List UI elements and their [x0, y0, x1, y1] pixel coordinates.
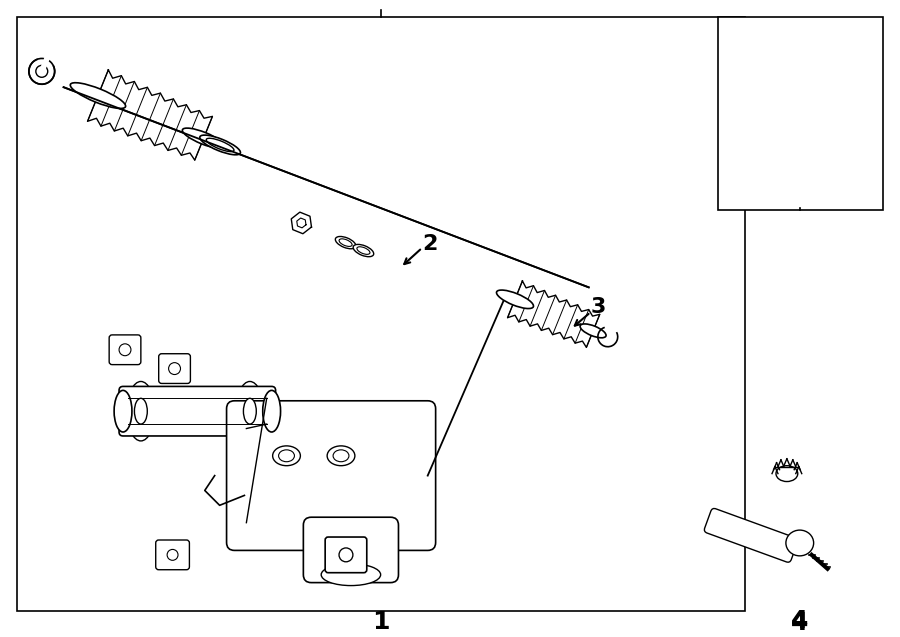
Ellipse shape: [321, 564, 381, 585]
FancyBboxPatch shape: [119, 387, 275, 436]
FancyBboxPatch shape: [325, 537, 367, 573]
Ellipse shape: [243, 398, 256, 424]
Bar: [717, 17, 883, 210]
Ellipse shape: [70, 83, 126, 108]
Ellipse shape: [206, 138, 234, 152]
Ellipse shape: [339, 239, 352, 247]
FancyBboxPatch shape: [156, 540, 189, 569]
Ellipse shape: [273, 446, 301, 466]
Ellipse shape: [786, 530, 814, 556]
Ellipse shape: [336, 236, 356, 249]
Ellipse shape: [333, 450, 349, 462]
Ellipse shape: [29, 59, 55, 84]
Ellipse shape: [357, 247, 370, 254]
FancyBboxPatch shape: [109, 335, 141, 364]
Ellipse shape: [263, 390, 281, 432]
Ellipse shape: [236, 382, 264, 441]
Text: 2: 2: [422, 234, 438, 254]
Ellipse shape: [183, 128, 225, 148]
Ellipse shape: [200, 135, 240, 155]
Ellipse shape: [168, 362, 181, 375]
Ellipse shape: [279, 450, 294, 462]
Ellipse shape: [776, 466, 797, 482]
Ellipse shape: [119, 344, 131, 355]
FancyBboxPatch shape: [158, 354, 191, 383]
Text: 4: 4: [791, 609, 808, 633]
Ellipse shape: [167, 550, 178, 561]
Ellipse shape: [497, 290, 534, 308]
Text: 1: 1: [372, 610, 390, 634]
Ellipse shape: [114, 390, 132, 432]
Ellipse shape: [353, 245, 374, 257]
Ellipse shape: [127, 382, 155, 441]
Text: 4: 4: [791, 612, 808, 635]
Ellipse shape: [134, 398, 148, 424]
Ellipse shape: [580, 324, 606, 338]
Text: 3: 3: [591, 297, 607, 317]
Ellipse shape: [36, 66, 48, 77]
FancyBboxPatch shape: [705, 508, 797, 562]
Ellipse shape: [339, 548, 353, 562]
Bar: [17, 17, 745, 612]
FancyBboxPatch shape: [303, 517, 399, 583]
Ellipse shape: [327, 446, 355, 466]
FancyBboxPatch shape: [227, 401, 436, 550]
